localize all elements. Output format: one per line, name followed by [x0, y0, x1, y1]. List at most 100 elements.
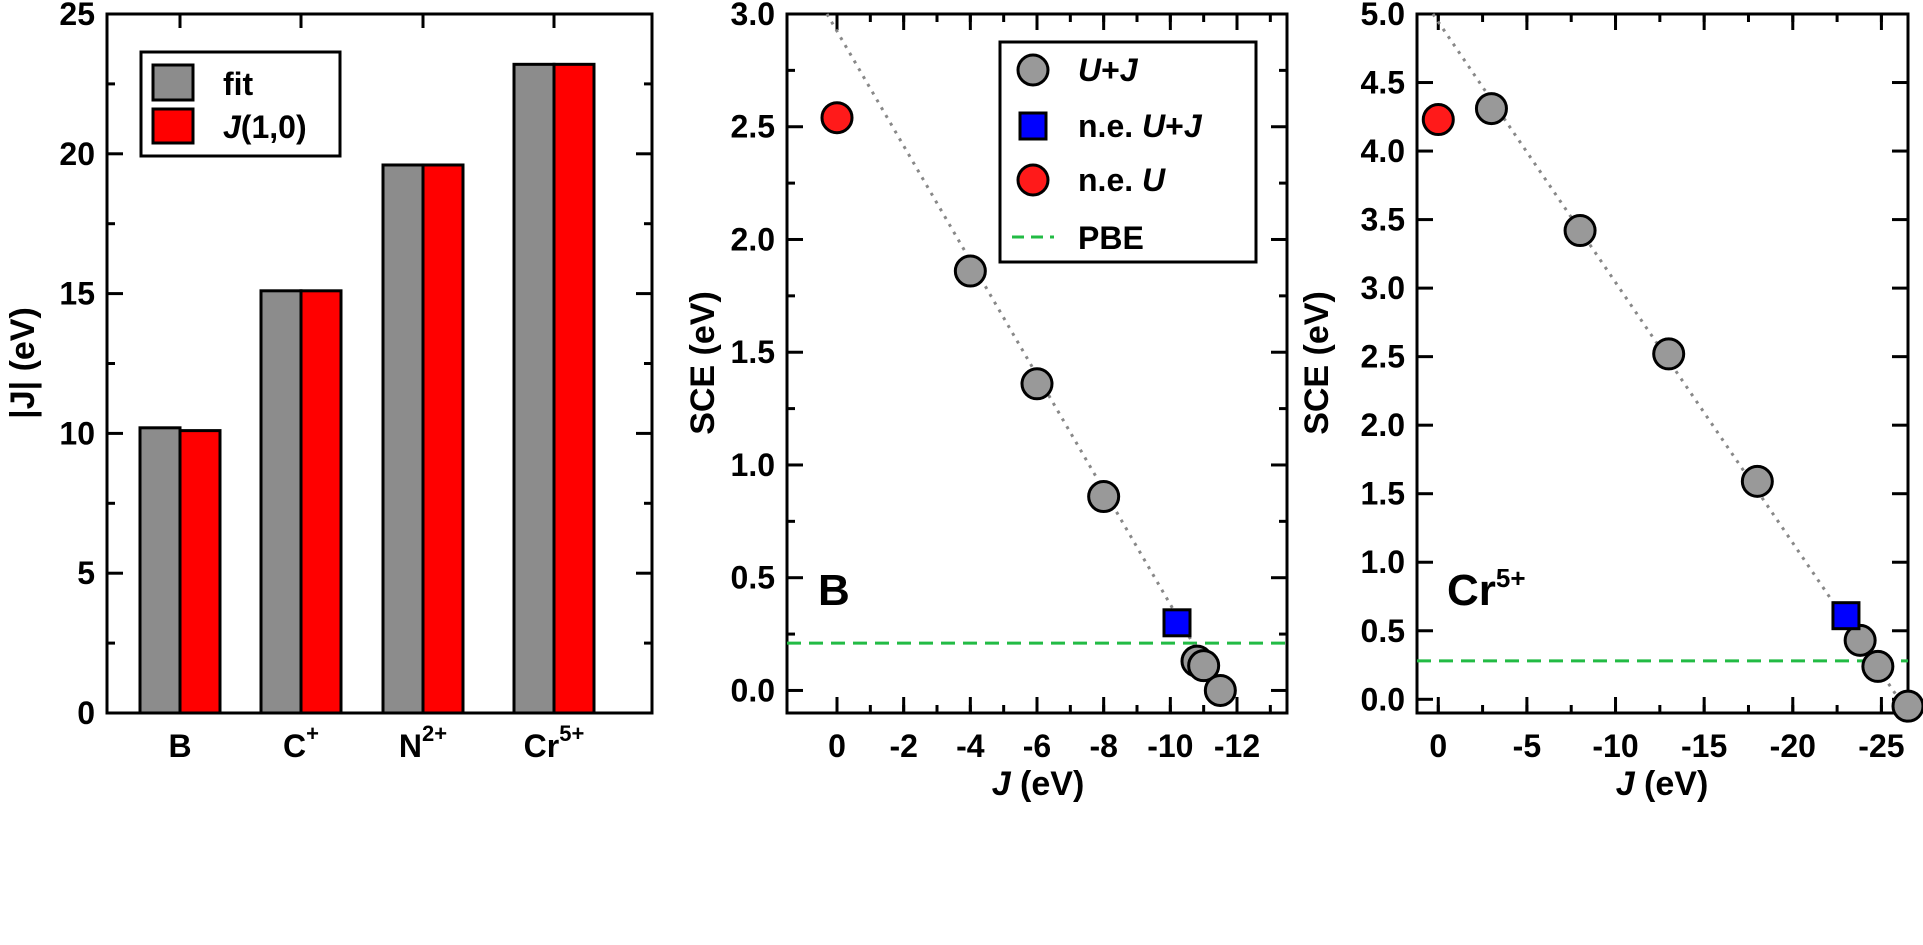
legend-swatch-j10 [151, 107, 195, 145]
b-axis-ticks: 0.0 0.5 1.0 1.5 2.0 2.5 3.0 0 -2 -4 -6 -8 -10 -12 [731, 0, 1287, 764]
b-reference-lines [787, 13, 1287, 692]
x-tick-label: -6 [1023, 728, 1051, 764]
point-ne-u [1421, 103, 1455, 137]
bar-y-ticks: 0 5 10 15 20 25 [59, 0, 652, 731]
bar-legend: fit J(1,0) [139, 50, 342, 158]
legend-label-pbe: PBE [1078, 220, 1144, 256]
bar-y-axis-label: |J| (eV) [4, 307, 42, 419]
y-tick-label: 4.5 [1361, 65, 1405, 101]
b-panel-label: B [818, 566, 850, 615]
y-tick-label: 2.0 [731, 221, 775, 257]
point-ne-u-plus-j [1831, 601, 1861, 631]
point-u-plus-j [1020, 367, 1054, 401]
point-ne-u [820, 101, 854, 135]
category-superscript: 5+ [559, 721, 584, 746]
category-label: N2+ [399, 721, 447, 764]
b-data-points [820, 101, 1237, 707]
y-tick-label: 3.0 [1361, 270, 1405, 306]
legend-label-fit: fit [223, 66, 254, 102]
y-tick-label: 4.0 [1361, 133, 1405, 169]
point-u-plus-j [1891, 689, 1923, 723]
bar-chart-panel: 0 5 10 15 20 25 B C+ N2+ Cr5+ |J| (eV) fit J(1,0… [4, 0, 654, 764]
point-u-plus-j [1203, 673, 1237, 707]
category-label: B [168, 728, 191, 764]
point-u-plus-j [1563, 214, 1597, 248]
cr-scatter-panel: 0.0 0.5 1.0 1.5 2.0 2.5 3.0 3.5 4.0 4.5 5.0 0 -5 -10 -… [1298, 0, 1923, 803]
y-tick-label: 1.0 [1361, 544, 1405, 580]
y-tick-label: 2.0 [1361, 407, 1405, 443]
cr-plot-frame [1415, 12, 1910, 715]
y-tick-label: 3.0 [731, 0, 775, 32]
x-tick-label: -10 [1147, 728, 1193, 764]
category-name: Cr [524, 728, 560, 764]
point-u-plus-j [1187, 649, 1221, 683]
x-tick-label: -20 [1770, 728, 1816, 764]
legend-marker-u-plus-j [1016, 53, 1050, 87]
b-scatter-panel: 0.0 0.5 1.0 1.5 2.0 2.5 3.0 0 -2 -4 -6 -8 -10 -12 SCE… [684, 0, 1289, 803]
category-superscript: 2+ [422, 721, 447, 746]
bar-x-ticks: B C+ N2+ Cr5+ [168, 14, 584, 764]
y-tick-label: 2.5 [731, 109, 775, 145]
cr-x-axis-label: J (eV) [1616, 765, 1709, 803]
y-tick-label: 5 [77, 555, 95, 591]
x-tick-label: -2 [889, 728, 917, 764]
bar-j10 [421, 163, 465, 715]
y-tick-label: 1.5 [1361, 476, 1405, 512]
y-tick-label: 15 [59, 276, 95, 312]
x-tick-label: -25 [1858, 728, 1904, 764]
category-name: N [399, 728, 422, 764]
category-label: C+ [283, 721, 319, 764]
y-tick-label: 1.0 [731, 447, 775, 483]
legend-label-j10: J(1,0) [223, 109, 307, 145]
y-tick-label: 0.5 [731, 560, 775, 596]
x-tick-label: 0 [1429, 728, 1447, 764]
x-tick-label: -12 [1214, 728, 1260, 764]
legend-label-u-plus-j: U+J [1078, 52, 1139, 88]
point-u-plus-j [1087, 480, 1121, 514]
y-tick-label: 5.0 [1361, 0, 1405, 32]
point-u-plus-j [953, 254, 987, 288]
bar-fit [259, 289, 303, 715]
y-tick-label: 10 [59, 415, 95, 451]
point-u-plus-j [1652, 337, 1686, 371]
x-tick-label: -4 [956, 728, 985, 764]
x-tick-label: -10 [1592, 728, 1638, 764]
cr-y-axis-label: SCE (eV) [1298, 291, 1336, 435]
y-tick-label: 0 [77, 695, 95, 731]
legend-swatch-fit [151, 63, 195, 102]
y-tick-label: 0.5 [1361, 613, 1405, 649]
category-name: C [283, 728, 306, 764]
point-u-plus-j [1740, 464, 1774, 498]
x-tick-label: -5 [1513, 728, 1541, 764]
category-superscript: + [306, 721, 319, 746]
legend-marker-ne-u-plus-j [1018, 111, 1048, 141]
category-label: Cr5+ [524, 721, 585, 764]
point-u-plus-j [1474, 92, 1508, 126]
x-tick-label: 0 [828, 728, 846, 764]
legend-marker-ne-u [1016, 163, 1050, 197]
bar-group [138, 62, 596, 715]
y-tick-label: 2.5 [1361, 339, 1405, 375]
y-tick-label: 3.5 [1361, 202, 1405, 238]
point-ne-u-plus-j [1162, 608, 1192, 638]
bar-j10 [552, 62, 596, 715]
y-tick-label: 25 [59, 0, 95, 32]
bar-fit [381, 163, 425, 715]
category-name: B [168, 728, 191, 764]
bar-fit [512, 62, 556, 715]
y-tick-label: 1.5 [731, 334, 775, 370]
x-tick-label: -15 [1681, 728, 1727, 764]
cr-data-points [1421, 92, 1923, 723]
point-u-plus-j [1861, 649, 1895, 683]
bar-j10 [299, 289, 343, 715]
y-tick-label: 0.0 [1361, 681, 1405, 717]
cr-axis-ticks: 0.0 0.5 1.0 1.5 2.0 2.5 3.0 3.5 4.0 4.5 5.0 0 -5 -10 -… [1361, 0, 1908, 764]
legend-label-ne-u-plus-j: n.e. U+J [1078, 108, 1203, 144]
bar-j10 [178, 429, 222, 715]
b-x-axis-label: J (eV) [992, 765, 1085, 803]
b-y-axis-label: SCE (eV) [684, 291, 722, 435]
x-tick-label: -8 [1089, 728, 1117, 764]
legend-label-ne-u: n.e. U [1078, 162, 1166, 198]
y-tick-label: 20 [59, 136, 95, 172]
